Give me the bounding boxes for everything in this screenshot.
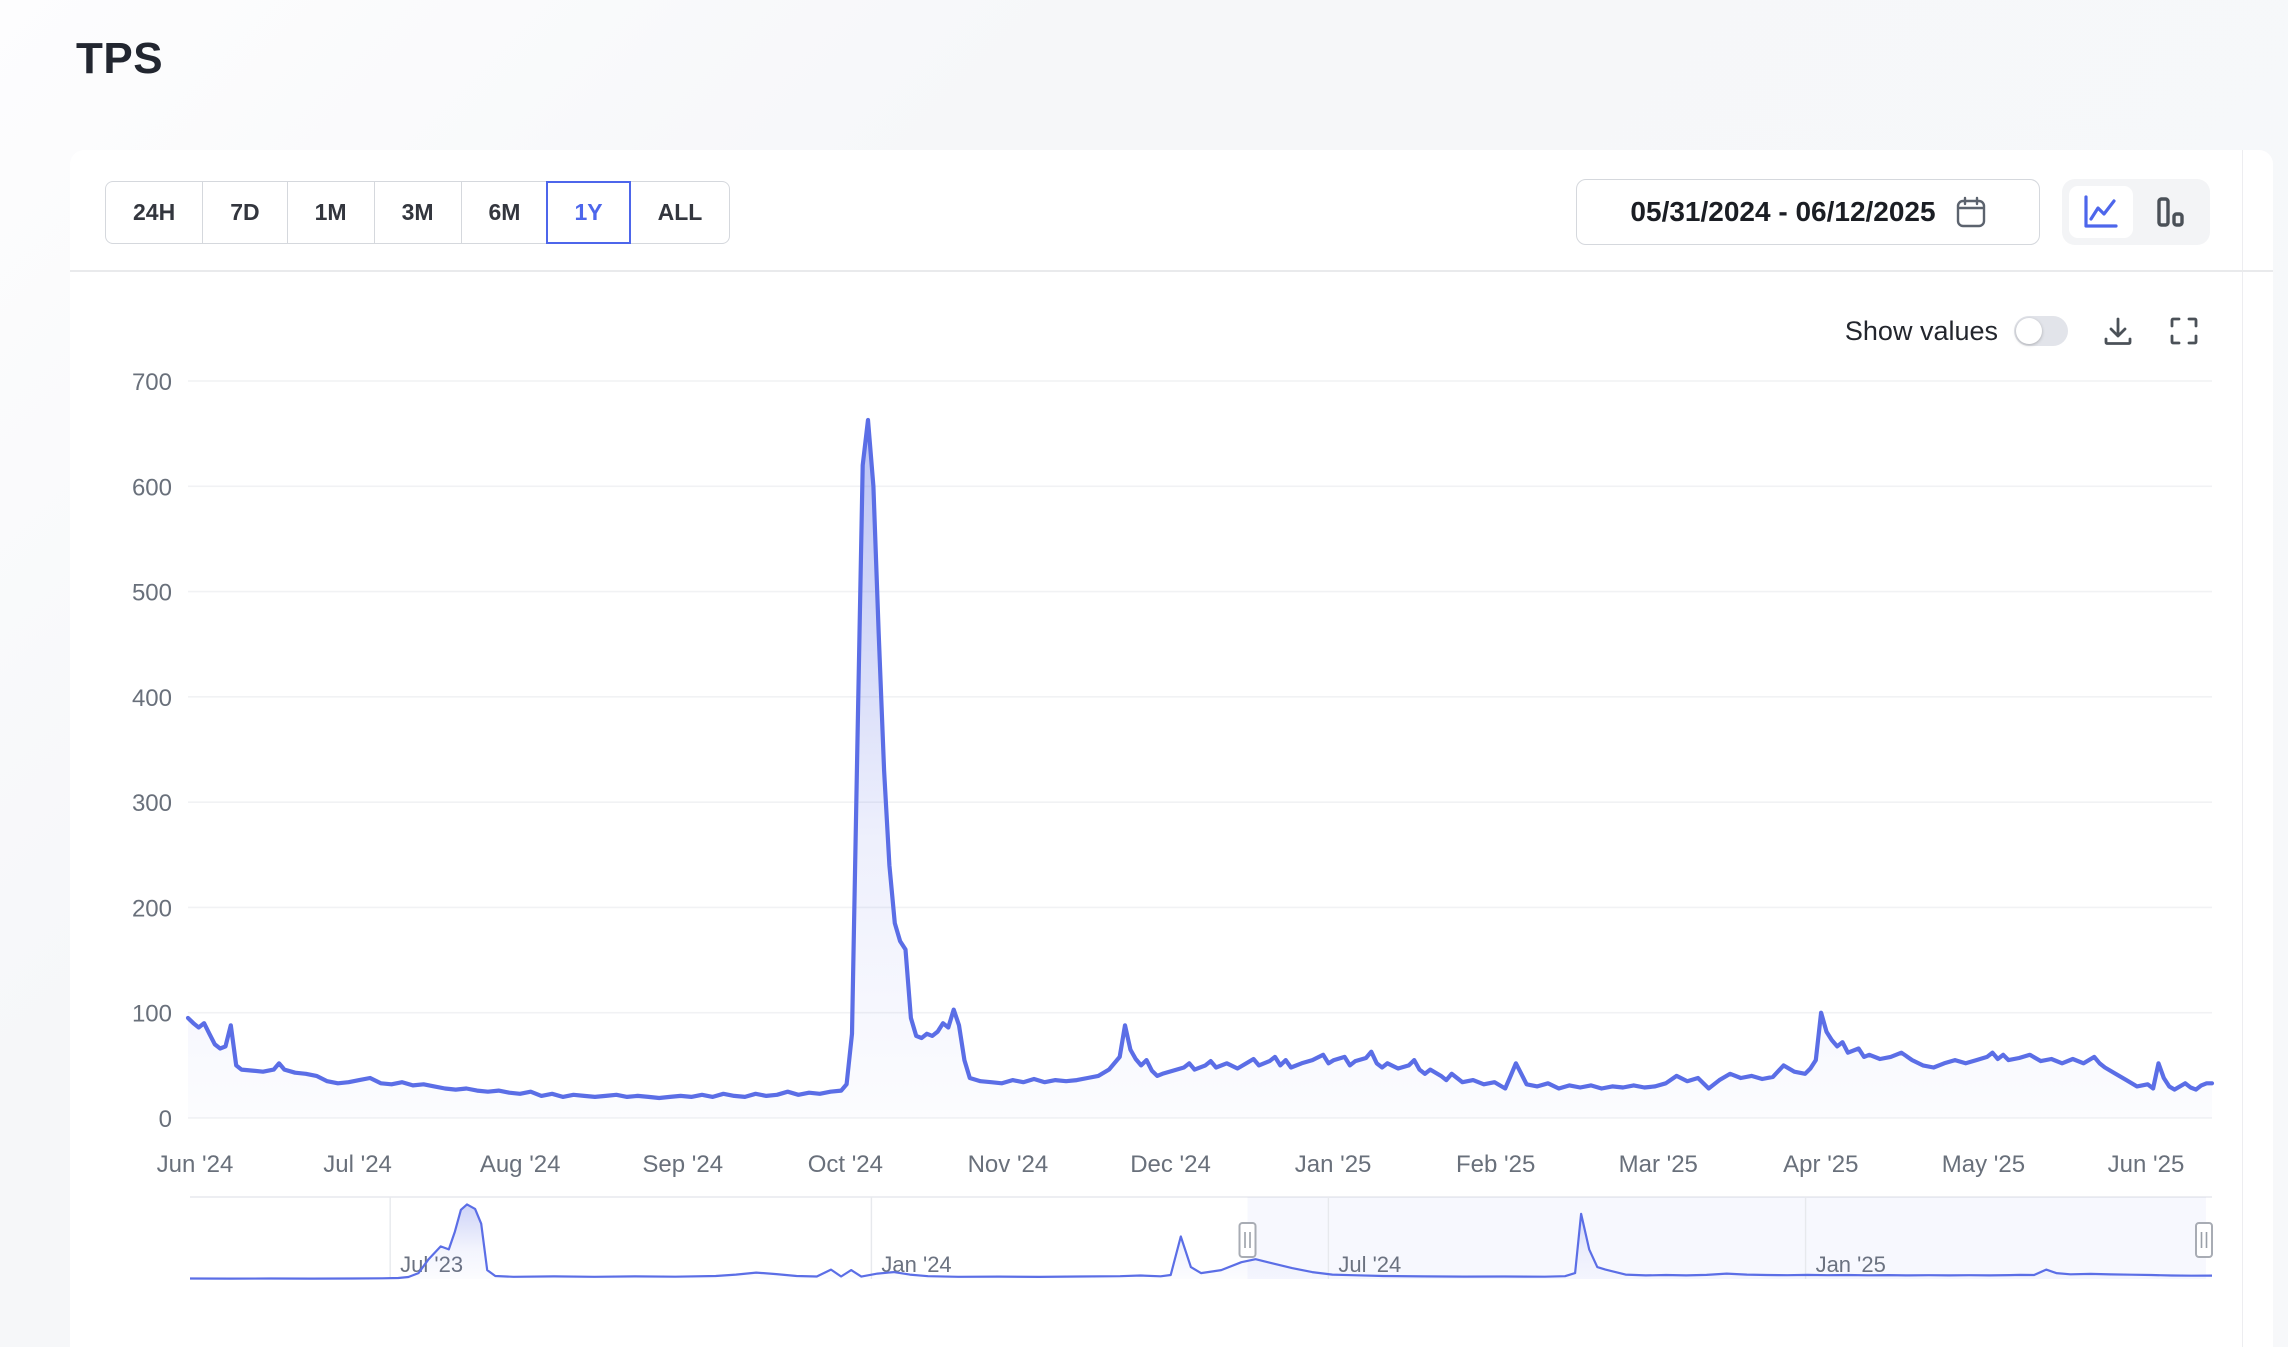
show-values-toggle[interactable] [2014, 316, 2068, 346]
header-right-controls: 05/31/2024 - 06/12/2025 [1576, 179, 2210, 245]
navigator-right-handle-body [2195, 1222, 2213, 1258]
time-range-button-24h[interactable]: 24H [105, 181, 204, 244]
time-range-button-1m[interactable]: 1M [286, 181, 375, 244]
time-range-button-6m[interactable]: 6M [460, 181, 549, 244]
time-range-button-3m[interactable]: 3M [373, 181, 462, 244]
fullscreen-button[interactable] [2168, 315, 2200, 347]
date-range-input[interactable]: 05/31/2024 - 06/12/2025 [1576, 179, 2040, 245]
show-values-label: Show values [1844, 315, 1998, 346]
navigator-selection-range[interactable] [1247, 1197, 2206, 1279]
navigator-left-handle-body [1238, 1222, 1257, 1258]
navigator-left-handle[interactable] [1238, 1222, 1257, 1258]
line-chart-icon [2083, 195, 2119, 229]
main-chart-plot[interactable] [188, 351, 2212, 1118]
card-scroll-divider [2242, 150, 2243, 1347]
show-values-control: Show values [1845, 316, 2068, 347]
chart-toolbar: Show values [1845, 315, 2200, 347]
navigator-right-handle[interactable] [2195, 1222, 2213, 1258]
chart-type-line-button[interactable] [2069, 186, 2133, 238]
page-title: TPS [76, 34, 164, 83]
download-button[interactable] [2102, 315, 2134, 347]
time-range-button-1y[interactable]: 1Y [546, 181, 631, 244]
chart-type-bar-button[interactable] [2137, 186, 2201, 238]
chart-type-toggle [2062, 179, 2210, 245]
calendar-icon[interactable] [1956, 196, 1986, 228]
time-range-button-7d[interactable]: 7D [202, 181, 288, 244]
time-range-group: 24H 7D 1M 3M 6M 1Y ALL [105, 181, 731, 244]
show-values-toggle-knob [2016, 318, 2042, 344]
fullscreen-icon [2168, 315, 2200, 347]
time-range-button-all[interactable]: ALL [629, 181, 731, 244]
date-range-value: 05/31/2024 - 06/12/2025 [1630, 196, 1936, 227]
download-icon [2102, 315, 2134, 347]
bar-chart-icon [2151, 195, 2187, 229]
chart-card-header: 24H 7D 1M 3M 6M 1Y ALL 05/31/2024 - 06/12/2025 [70, 150, 2273, 272]
